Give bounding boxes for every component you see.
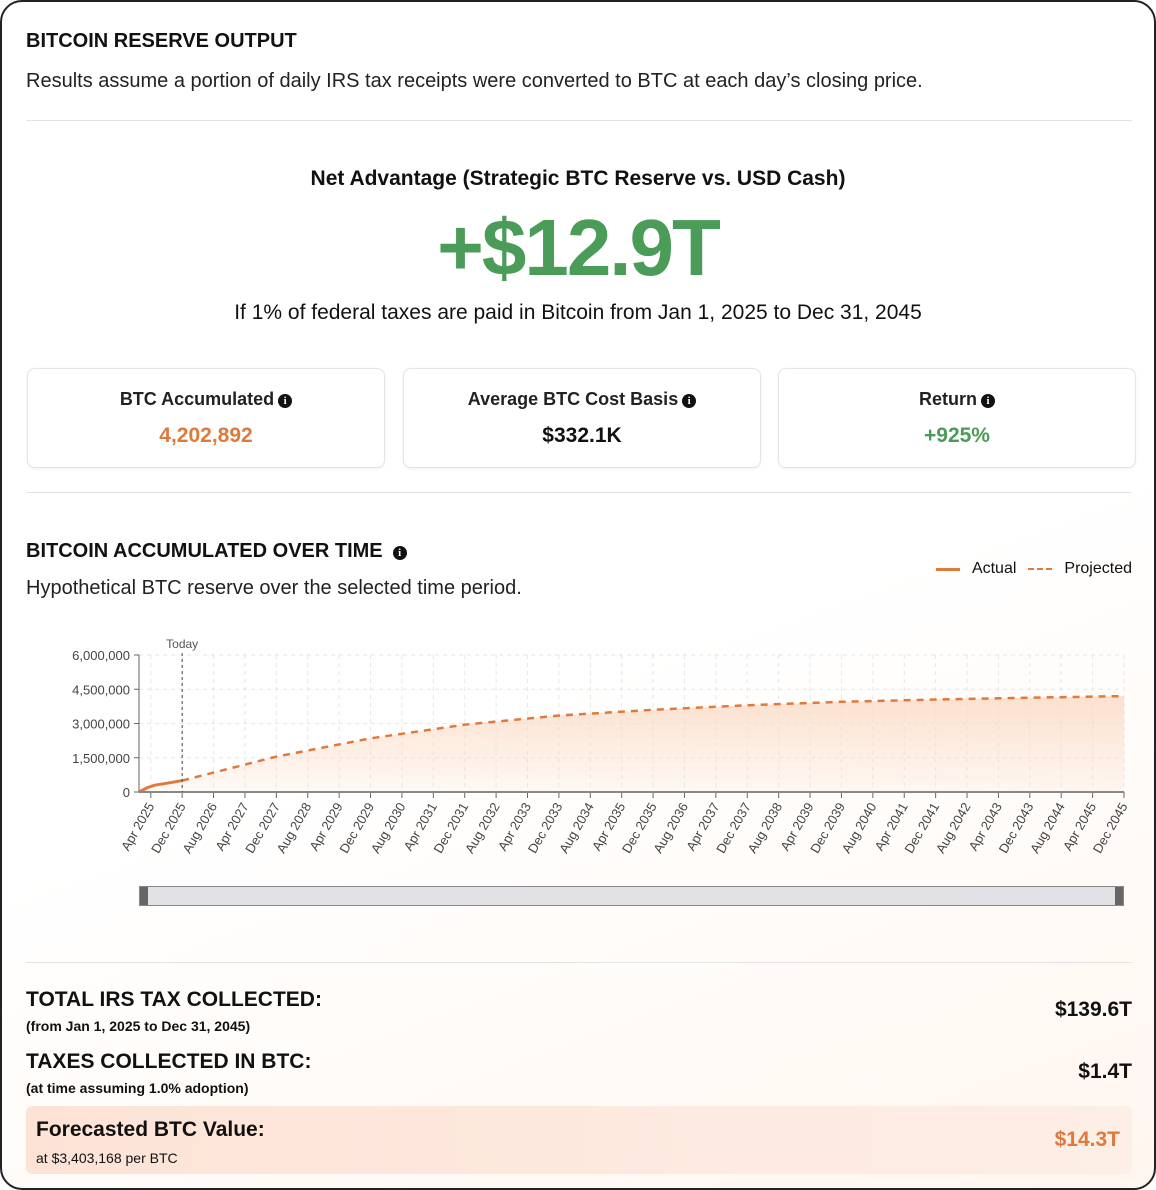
section-subtitle: Results assume a portion of daily IRS ta… [26, 70, 923, 92]
net-advantage-caption: If 1% of federal taxes are paid in Bitco… [234, 301, 922, 324]
y-tick-label: 4,500,000 [72, 682, 130, 697]
area-fill [139, 696, 1124, 792]
actual-line [138, 779, 183, 794]
y-tick-label: 6,000,000 [72, 648, 130, 663]
btc-tax-value: $1.4T [1078, 1060, 1132, 1083]
total-tax-value: $139.6T [1054, 998, 1132, 1021]
info-icon[interactable]: i [682, 394, 697, 408]
stat-value: 4,202,892 [159, 424, 253, 447]
total-tax-sub: (from Jan 1, 2025 to Dec 31, 2045) [26, 1018, 251, 1034]
stat-label: BTC Accumulated [119, 389, 275, 409]
chart-title: BITCOIN ACCUMULATED OVER TIME [26, 540, 383, 562]
divider [26, 492, 1132, 493]
stat-label: Return [919, 389, 977, 409]
net-advantage-label: Net Advantage (Strategic BTC Reserve vs.… [310, 167, 846, 190]
forecast-row: Forecasted BTC Value: at $3,403,168 per B… [26, 1106, 1132, 1174]
range-handle-left[interactable] [140, 887, 148, 905]
y-tick-label: 1,500,000 [72, 751, 130, 766]
range-slider[interactable] [139, 886, 1124, 906]
section-title: BITCOIN RESERVE OUTPUT [26, 30, 297, 52]
info-icon[interactable]: i [392, 546, 407, 560]
legend-actual-swatch [935, 567, 960, 571]
info-icon[interactable]: i [278, 394, 293, 408]
divider [26, 962, 1132, 963]
btc-tax-row: TAXES COLLECTED IN BTC: (at time assuming… [26, 1050, 1132, 1096]
legend-projected: Projected [1064, 560, 1132, 577]
total-tax-label: TOTAL IRS TAX COLLECTED: [26, 988, 322, 1011]
stat-return: Return i +925% [778, 368, 1136, 468]
range-handle-right[interactable] [1115, 887, 1123, 905]
btc-tax-sub: (at time assuming 1.0% adoption) [26, 1080, 249, 1096]
total-tax-row: TOTAL IRS TAX COLLECTED: (from Jan 1, 202… [26, 988, 1132, 1034]
info-icon[interactable]: i [981, 394, 995, 408]
stat-value: $332.1K [542, 424, 622, 447]
stat-value: +925% [924, 424, 990, 447]
forecast-value: $14.3T [1054, 1128, 1120, 1151]
btc-accumulated-chart: 01,500,0003,000,0004,500,0006,000,000Apr… [72, 637, 1130, 856]
chart-legend: Actual Projected [935, 560, 1132, 578]
projected-line [181, 694, 1125, 782]
stat-cost-basis: Average BTC Cost Basis i $332.1K [403, 368, 761, 468]
legend-actual: Actual [971, 560, 1017, 577]
stat-label: Average BTC Cost Basis [467, 389, 679, 409]
y-tick-label: 3,000,000 [72, 717, 130, 732]
forecast-label: Forecasted BTC Value: [36, 1118, 265, 1141]
y-tick-label: 0 [123, 785, 130, 800]
divider [26, 120, 1132, 121]
btc-tax-label: TAXES COLLECTED IN BTC: [26, 1050, 312, 1073]
chart-subtitle: Hypothetical BTC reserve over the select… [26, 577, 522, 599]
today-label: Today [166, 637, 198, 651]
legend-projected-swatch [1028, 568, 1053, 570]
net-advantage-value: +$12.9T [437, 203, 721, 292]
stat-btc-accumulated: BTC Accumulated i 4,202,892 [27, 368, 385, 468]
forecast-sub: at $3,403,168 per BTC [36, 1150, 178, 1166]
